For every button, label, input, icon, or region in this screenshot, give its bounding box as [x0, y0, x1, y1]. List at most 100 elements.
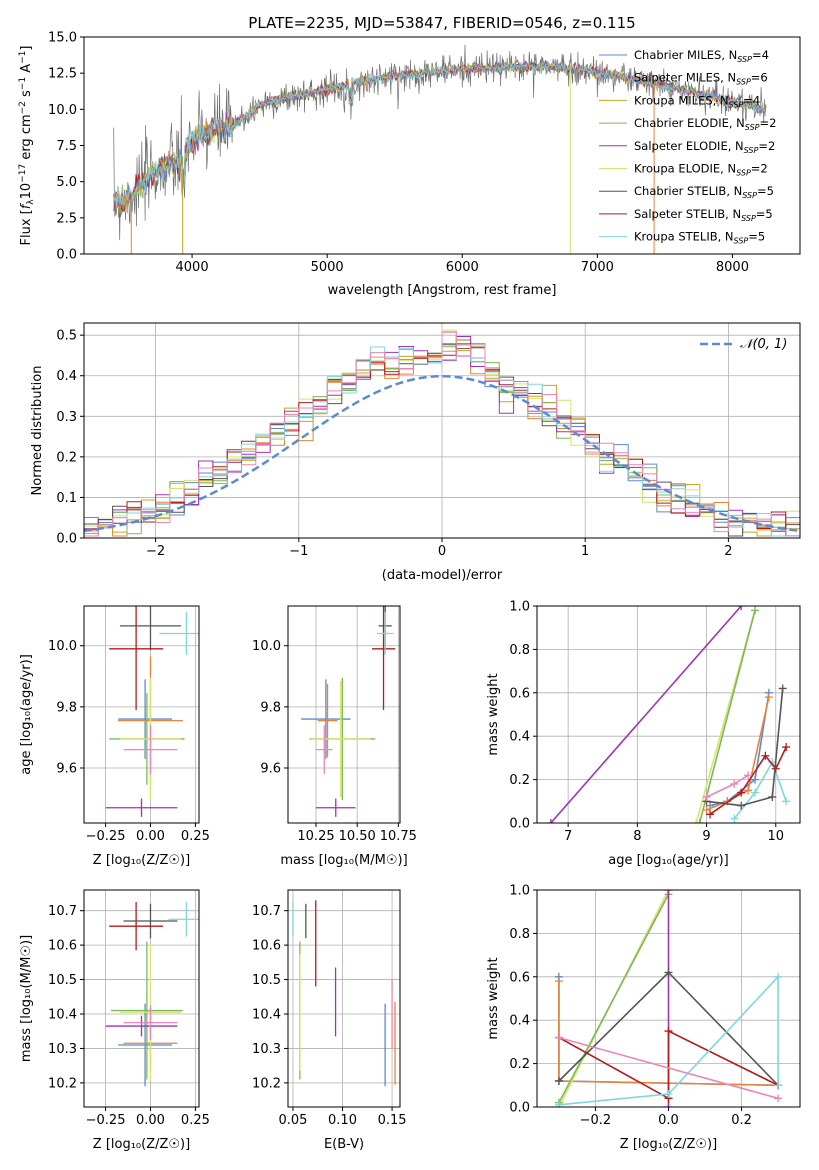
y-tick-label: 15.0 — [48, 31, 77, 46]
y-tick-label: 10.2 — [48, 1076, 77, 1091]
series-line-salpeter_elodie — [550, 606, 742, 823]
y-tick-label: 1.0 — [509, 884, 530, 899]
marker-plus — [782, 797, 791, 806]
marker-plus — [692, 819, 701, 823]
x-axis-label: wavelength [Angstrom, rest frame] — [328, 283, 557, 298]
y-tick-label: 0.5 — [56, 329, 77, 344]
y-tick-label: 9.8 — [56, 700, 77, 715]
marker-plus — [774, 1094, 783, 1103]
x-tick-label: 0.2 — [731, 1113, 752, 1128]
marker-plus — [702, 792, 711, 801]
grid-lines — [288, 890, 400, 1107]
spectrum-line-chabrier_stelib — [113, 44, 767, 241]
y-tick-label: 0.2 — [509, 1057, 530, 1072]
plot-area — [301, 606, 396, 817]
panel-residuals: −2 −1 0 1 2 0.0 0.1 0.2 0.3 0.4 0.5 (data-model)/er… — [30, 322, 801, 583]
plot-area — [546, 606, 791, 823]
y-tick-label: 0.6 — [509, 970, 530, 985]
x-tick-label: 8 — [633, 829, 641, 844]
legend-entry: Salpeter ELODIE, NSSP=2 — [634, 139, 775, 155]
y-tick-label: 10.0 — [48, 639, 77, 654]
y-tick-label: 10.2 — [252, 1076, 281, 1091]
series-line-pink — [558, 1036, 779, 1100]
x-tick-label: −1 — [289, 544, 308, 559]
x-tick-label: 10.75 — [380, 829, 417, 844]
y-tick-label: 0.0 — [509, 1101, 530, 1116]
marker-plus — [664, 890, 673, 894]
marker-plus — [554, 1033, 563, 1042]
x-axis-label: mass [log₁₀(M/M☉)] — [280, 853, 407, 868]
x-tick-label: 0.25 — [181, 829, 210, 844]
panel-age_vs_z: −0.25 0.00 0.25 9.6 9.8 10.0 Z [log₁₀(Z/Z☉)] ag… — [19, 605, 210, 868]
y-tick-label: 0.2 — [56, 450, 77, 465]
marker-plus — [554, 1076, 563, 1085]
plot-area — [292, 900, 396, 1087]
series-line-kroupa_stelib — [558, 974, 779, 1106]
y-tick-label: 0.4 — [509, 1014, 530, 1029]
y-tick-label: 10.0 — [48, 103, 77, 118]
marker-plus — [554, 977, 563, 986]
marker-plus — [782, 743, 791, 752]
x-tick-label: 10.25 — [297, 829, 334, 844]
x-tick-label: 10 — [768, 829, 785, 844]
legend-entry: Kroupa MILES, NSSP=4 — [634, 93, 760, 109]
panel-spectrum: 4000 5000 6000 7000 8000 0.0 2.5 5.0 7.5 10.0 12.5… — [18, 14, 801, 298]
marker-plus — [761, 751, 770, 760]
legend-entry: Salpeter MILES, NSSP=6 — [634, 71, 768, 87]
x-tick-label: 0.00 — [136, 1113, 165, 1128]
panel-mw_vs_z: −0.2 0.0 0.2 0.0 0.2 0.4 0.6 0.8 1.0 Z [log₁₀(Z/Z… — [486, 884, 801, 1152]
y-tick-label: 0.8 — [509, 927, 530, 942]
y-tick-label: 0.3 — [56, 410, 77, 425]
marker-plus — [737, 801, 746, 810]
x-tick-label: 0.05 — [278, 1113, 307, 1128]
y-tick-label: 10.5 — [252, 973, 281, 988]
y-axis-label: Normed distribution — [30, 366, 45, 496]
axes-frame — [83, 889, 200, 1108]
axes-frame — [83, 322, 801, 539]
x-tick-label: 5000 — [311, 260, 344, 275]
y-tick-label: 10.3 — [252, 1042, 281, 1057]
plot-area — [105, 902, 199, 1087]
spectrum-line-kroupa_stelib — [113, 60, 766, 206]
grid-lines — [288, 606, 400, 823]
marker-plus — [706, 810, 715, 819]
axes-frame — [287, 889, 401, 1108]
x-tick-label: 8000 — [716, 260, 749, 275]
axes-frame — [83, 605, 200, 824]
legend-entry: 𝒩(0, 1) — [740, 337, 787, 352]
axes-frame — [536, 605, 801, 824]
plot-area — [105, 606, 199, 817]
x-axis-label: E(B-V) — [324, 1137, 364, 1152]
y-tick-label: 0.0 — [56, 532, 77, 547]
normal-curve — [84, 374, 800, 533]
y-tick-label: 2.5 — [56, 211, 77, 226]
y-axis-label: mass [log₁₀(M/M☉)] — [19, 935, 34, 1062]
marker-plus — [774, 1081, 783, 1090]
x-tick-label: 7 — [564, 829, 572, 844]
y-tick-label: 0.1 — [56, 491, 77, 506]
y-tick-label: 10.7 — [252, 904, 281, 919]
x-tick-label: 2 — [724, 544, 732, 559]
axes-frame — [536, 889, 801, 1108]
y-tick-label: 10.3 — [48, 1042, 77, 1057]
marker-plus — [737, 606, 746, 610]
y-tick-label: 10.6 — [48, 939, 77, 954]
panel-mass_vs_z: −0.25 0.00 0.25 10.2 10.3 10.4 10.5 10.6 10.7 Z [… — [19, 889, 210, 1152]
y-tick-label: 10.4 — [48, 1008, 77, 1023]
y-tick-label: 9.6 — [56, 761, 77, 776]
marker-plus — [778, 684, 787, 693]
legend: Chabrier MILES, NSSP=4 Salpeter MILES, NS… — [599, 48, 776, 246]
x-tick-label: 10.50 — [339, 829, 376, 844]
y-tick-label: 12.5 — [48, 67, 77, 82]
marker-plus — [702, 805, 711, 814]
legend-entry: Salpeter STELIB, NSSP=5 — [634, 207, 773, 223]
x-tick-label: 0.00 — [136, 829, 165, 844]
plot-area — [84, 329, 800, 537]
y-tick-label: 10.7 — [48, 904, 77, 919]
marker-plus — [751, 606, 760, 615]
marker-plus — [554, 1100, 563, 1107]
marker-plus — [730, 779, 739, 788]
y-tick-label: 0.4 — [56, 369, 77, 384]
y-tick-label: 0.4 — [509, 730, 530, 745]
y-tick-label: 5.0 — [56, 175, 77, 190]
